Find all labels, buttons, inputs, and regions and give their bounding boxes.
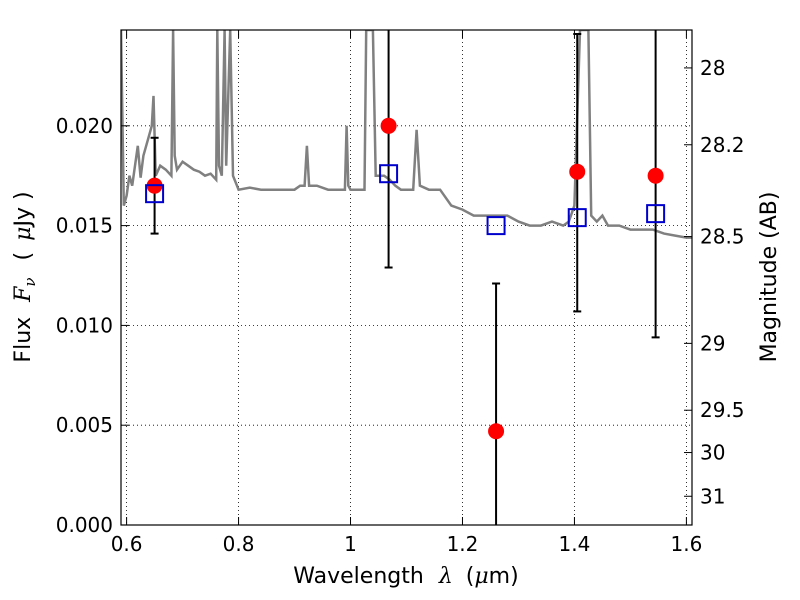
y-axis-label-sub: ν — [21, 277, 39, 286]
y-axis-label-unit-mu: μ — [11, 227, 36, 241]
observed-point — [488, 423, 505, 440]
marker-layer — [145, 117, 666, 440]
x-axis-label-unit-mu: μ — [474, 564, 488, 589]
model-point — [145, 184, 165, 204]
model-point — [646, 204, 666, 224]
y2-tick-label: 29.5 — [700, 398, 745, 422]
model-point — [567, 208, 587, 228]
y-axis-label-unit-close: Jy ) — [11, 191, 36, 228]
y-tick-label: 0.020 — [56, 114, 113, 138]
x-tick-label: 1.2 — [447, 532, 479, 556]
y-axis-label-unit-open: ( — [11, 252, 36, 261]
x-axis-label-symbol: λ — [438, 564, 453, 589]
y2-tick-label: 28.2 — [700, 133, 745, 157]
x-axis-label-unit-open: ( — [466, 564, 475, 589]
x-axis-label-unit-close: m) — [489, 564, 519, 589]
y2-tick-label: 28 — [700, 56, 725, 80]
x-axis-label: Wavelength λ (μm) — [293, 564, 518, 589]
y-tick-label: 0.000 — [56, 513, 113, 537]
tick-layer: 0.6 0.8 1 1.2 1.4 1.6 0.000 0.005 0.010 0.015 0.02… — [56, 30, 745, 556]
plot-frame — [120, 29, 693, 526]
y-tick-label: 0.015 — [56, 214, 113, 238]
y-tick-label: 0.010 — [56, 313, 113, 337]
y-tick-label: 0.005 — [56, 413, 113, 437]
x-axis-label-text: Wavelength — [293, 564, 424, 589]
y2-tick-label: 29 — [700, 331, 725, 355]
y-axis-label-symbol: F — [11, 286, 36, 303]
observed-point — [647, 167, 664, 184]
model-point — [486, 216, 506, 236]
observed-point — [569, 163, 586, 180]
spectrum-layer — [121, 30, 692, 239]
model-spectrum-line — [121, 30, 692, 239]
model-point — [379, 164, 399, 184]
x-tick-label: 0.8 — [223, 532, 255, 556]
x-tick-label: 1 — [344, 532, 357, 556]
y2-tick-label: 30 — [700, 441, 725, 465]
grid-layer — [121, 30, 692, 526]
y2-axis-label: Magnitude (AB) — [757, 192, 782, 363]
y2-tick-label: 31 — [700, 484, 725, 508]
y2-tick-label: 28.5 — [700, 225, 745, 249]
y-axis-label: Flux Fν ( μJy ) — [11, 191, 41, 362]
x-tick-label: 1.4 — [559, 532, 591, 556]
x-tick-label: 0.6 — [111, 532, 143, 556]
x-tick-label: 1.6 — [670, 532, 702, 556]
observed-point — [380, 117, 397, 134]
y-axis-label-text: Flux — [11, 317, 36, 363]
